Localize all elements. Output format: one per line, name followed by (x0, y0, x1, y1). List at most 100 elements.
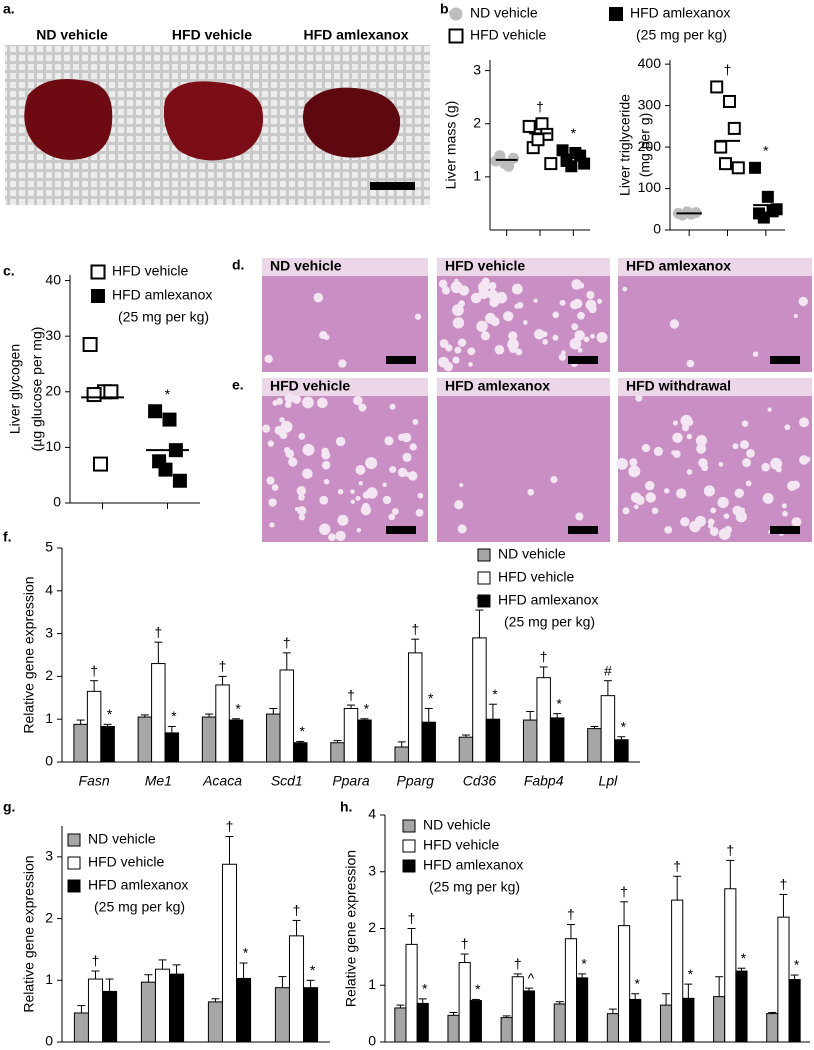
vacuole (284, 401, 292, 409)
vacuole (782, 510, 788, 517)
y-tick-label: 400 (638, 55, 662, 71)
significance-label: * (243, 945, 249, 961)
significance-label: † (90, 662, 98, 678)
vacuole (561, 350, 566, 355)
histology-label: HFD amlexanox (445, 378, 550, 394)
bar (279, 669, 295, 763)
photo-label: HFD vehicle (172, 27, 252, 43)
vacuole (635, 495, 645, 505)
bar (405, 943, 418, 1043)
bar (201, 716, 217, 763)
legend-label: ND vehicle (423, 817, 491, 833)
point (172, 473, 187, 488)
bar (137, 716, 153, 763)
significance-label: † (536, 98, 544, 114)
vacuole (718, 528, 731, 540)
x-tick-label: Fabp4 (524, 773, 564, 789)
y-axis-label: Relative gene expression (343, 850, 359, 1007)
significance-label: * (571, 125, 577, 141)
vacuole (438, 356, 450, 368)
histology-label: ND vehicle (270, 258, 342, 274)
vacuole (577, 347, 583, 353)
legend-label: HFD amlexanox (112, 287, 212, 303)
vacuole (799, 455, 809, 465)
point (578, 157, 591, 170)
vacuole (672, 420, 678, 426)
vacuole (503, 311, 514, 322)
bar (164, 732, 180, 763)
bar (511, 976, 524, 1043)
significance-label: † (540, 649, 548, 665)
panel-label: h. (340, 799, 352, 815)
bar (416, 1002, 429, 1043)
bar (407, 652, 423, 763)
legend-label: HFD amlexanox (498, 592, 598, 608)
significance-label: * (300, 723, 306, 739)
bar (522, 990, 536, 1043)
vacuole (335, 436, 346, 447)
legend-label: HFD vehicle (498, 569, 574, 585)
vacuole (739, 440, 749, 450)
legend-label: HFD amlexanox (630, 5, 730, 21)
significance-label: † (673, 858, 681, 874)
y-tick-label: 0 (653, 221, 661, 237)
significance-label: * (165, 386, 171, 402)
bar (500, 1017, 513, 1043)
vacuole (319, 523, 331, 536)
y-axis-label: Relative gene expression (21, 576, 37, 733)
significance-label: † (411, 621, 419, 637)
vacuole (799, 417, 810, 428)
scale-bar (770, 356, 800, 364)
text-bg (618, 378, 812, 396)
point (507, 152, 519, 164)
y-tick-label: 4 (368, 806, 376, 822)
vacuole (585, 299, 597, 311)
panel-label: e. (232, 377, 244, 393)
vacuole (490, 316, 500, 327)
significance-label: † (408, 910, 416, 926)
vacuole (798, 296, 808, 307)
significance-label: * (634, 975, 640, 991)
point (158, 462, 173, 477)
y-tick-label: 300 (638, 96, 662, 112)
point (93, 456, 108, 472)
legend-label: ND vehicle (470, 5, 538, 21)
vacuole (508, 331, 518, 341)
text-bg (437, 258, 610, 276)
significance-label: * (492, 686, 498, 702)
bar (713, 996, 726, 1043)
vacuole (735, 511, 747, 523)
bar (777, 916, 790, 1043)
vacuole (596, 331, 608, 343)
vacuole (268, 498, 277, 507)
vacuole (511, 283, 523, 295)
vacuole (723, 513, 730, 519)
vacuole (302, 443, 315, 456)
histology-image (262, 258, 428, 372)
vacuole (644, 480, 655, 491)
vacuole (709, 527, 719, 536)
vacuole (335, 530, 346, 542)
legend-swatch (91, 289, 105, 303)
bar (140, 981, 156, 1043)
legend-label: ND vehicle (498, 546, 566, 562)
panel-label: c. (3, 263, 15, 279)
significance-label: * (310, 962, 316, 978)
vacuole (622, 286, 628, 292)
vacuole (552, 311, 560, 319)
y-tick-label: 3 (45, 624, 53, 640)
y-axis-label: Liver mass (g) (443, 101, 459, 190)
vacuole (710, 507, 717, 514)
scale-bar (386, 526, 416, 534)
significance-label: † (226, 818, 234, 834)
vacuole (267, 440, 275, 447)
vacuole (689, 520, 701, 533)
y-tick-label: 200 (638, 138, 662, 154)
vacuole (672, 432, 683, 443)
vacuole (703, 485, 715, 497)
vacuole (523, 320, 528, 325)
legend-label: (25 mg per kg) (636, 27, 727, 43)
bar (606, 1013, 619, 1043)
vacuole (452, 304, 464, 316)
